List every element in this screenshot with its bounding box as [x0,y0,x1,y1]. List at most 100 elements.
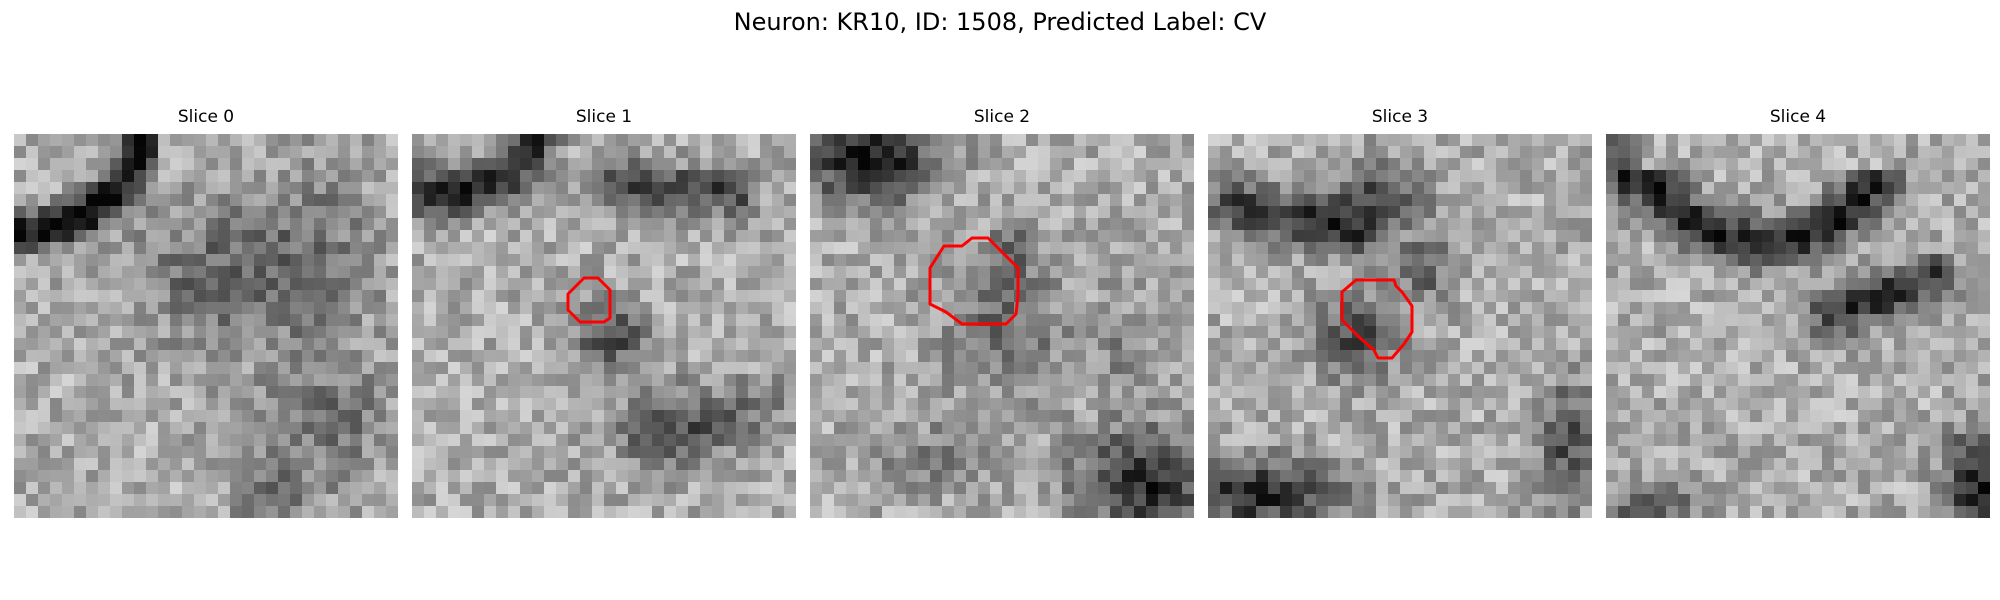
image-pixel [1436,194,1449,207]
image-pixel [1484,134,1497,147]
image-pixel [472,182,485,195]
image-pixel [918,254,931,267]
image-pixel [1798,218,1811,231]
image-pixel [846,278,859,291]
image-pixel [822,338,835,351]
image-pixel [1508,278,1521,291]
image-pixel [26,458,39,471]
image-pixel [424,434,437,447]
image-pixel [882,134,895,147]
image-pixel [38,326,51,339]
image-pixel [1110,170,1123,183]
image-pixel [1894,182,1907,195]
image-pixel [26,338,39,351]
image-pixel [616,386,629,399]
image-pixel [1158,194,1171,207]
image-pixel [1738,158,1751,171]
image-pixel [134,182,147,195]
image-pixel [1774,134,1787,147]
image-pixel [1074,290,1087,303]
image-pixel [990,206,1003,219]
image-pixel [1304,134,1317,147]
image-pixel [1472,158,1485,171]
image-pixel [930,134,943,147]
image-pixel [772,170,785,183]
image-pixel [1412,194,1425,207]
image-pixel [676,458,689,471]
image-pixel [1062,134,1075,147]
image-pixel [1038,422,1051,435]
image-pixel [894,338,907,351]
image-pixel [1110,350,1123,363]
slice-image [810,134,1194,518]
image-pixel [146,470,159,483]
image-pixel [1678,290,1691,303]
image-pixel [616,434,629,447]
image-pixel [700,422,713,435]
image-pixel [98,398,111,411]
image-pixel [38,506,51,518]
image-pixel [230,302,243,315]
image-pixel [858,386,871,399]
image-pixel [556,326,569,339]
image-pixel [122,158,135,171]
image-pixel [1894,242,1907,255]
image-pixel [1412,314,1425,327]
image-pixel [1954,386,1967,399]
image-pixel [496,206,509,219]
image-pixel [966,146,979,159]
image-pixel [1508,482,1521,495]
image-pixel [918,362,931,375]
image-pixel [1182,482,1194,495]
image-pixel [1062,374,1075,387]
image-pixel [134,470,147,483]
image-pixel [170,158,183,171]
image-pixel [1436,218,1449,231]
image-pixel [412,482,425,495]
image-pixel [1544,146,1557,159]
image-pixel [374,206,387,219]
image-pixel [1666,446,1679,459]
image-pixel [1678,314,1691,327]
image-pixel [386,398,398,411]
image-pixel [568,158,581,171]
image-pixel [1364,134,1377,147]
image-pixel [302,314,315,327]
image-pixel [640,398,653,411]
image-pixel [1642,266,1655,279]
image-pixel [1208,278,1221,291]
image-pixel [1074,386,1087,399]
image-pixel [424,146,437,159]
image-pixel [652,230,665,243]
image-pixel [146,158,159,171]
image-pixel [194,482,207,495]
image-pixel [448,314,461,327]
image-pixel [1846,398,1859,411]
image-pixel [870,146,883,159]
image-pixel [1412,470,1425,483]
image-pixel [1244,230,1257,243]
image-pixel [386,506,398,518]
image-pixel [266,158,279,171]
image-pixel [688,458,701,471]
image-pixel [1580,146,1592,159]
image-pixel [822,422,835,435]
image-pixel [1954,398,1967,411]
image-pixel [460,206,473,219]
image-pixel [760,206,773,219]
image-pixel [1702,266,1715,279]
image-pixel [1256,494,1269,507]
image-pixel [374,386,387,399]
image-pixel [1424,422,1437,435]
slice-title: Slice 3 [1371,107,1429,127]
image-pixel [1146,278,1159,291]
image-pixel [1762,302,1775,315]
image-pixel [1798,182,1811,195]
image-pixel [1642,458,1655,471]
image-pixel [254,158,267,171]
image-pixel [544,422,557,435]
image-pixel [1810,374,1823,387]
image-pixel [942,218,955,231]
image-pixel [858,458,871,471]
image-pixel [918,506,931,518]
